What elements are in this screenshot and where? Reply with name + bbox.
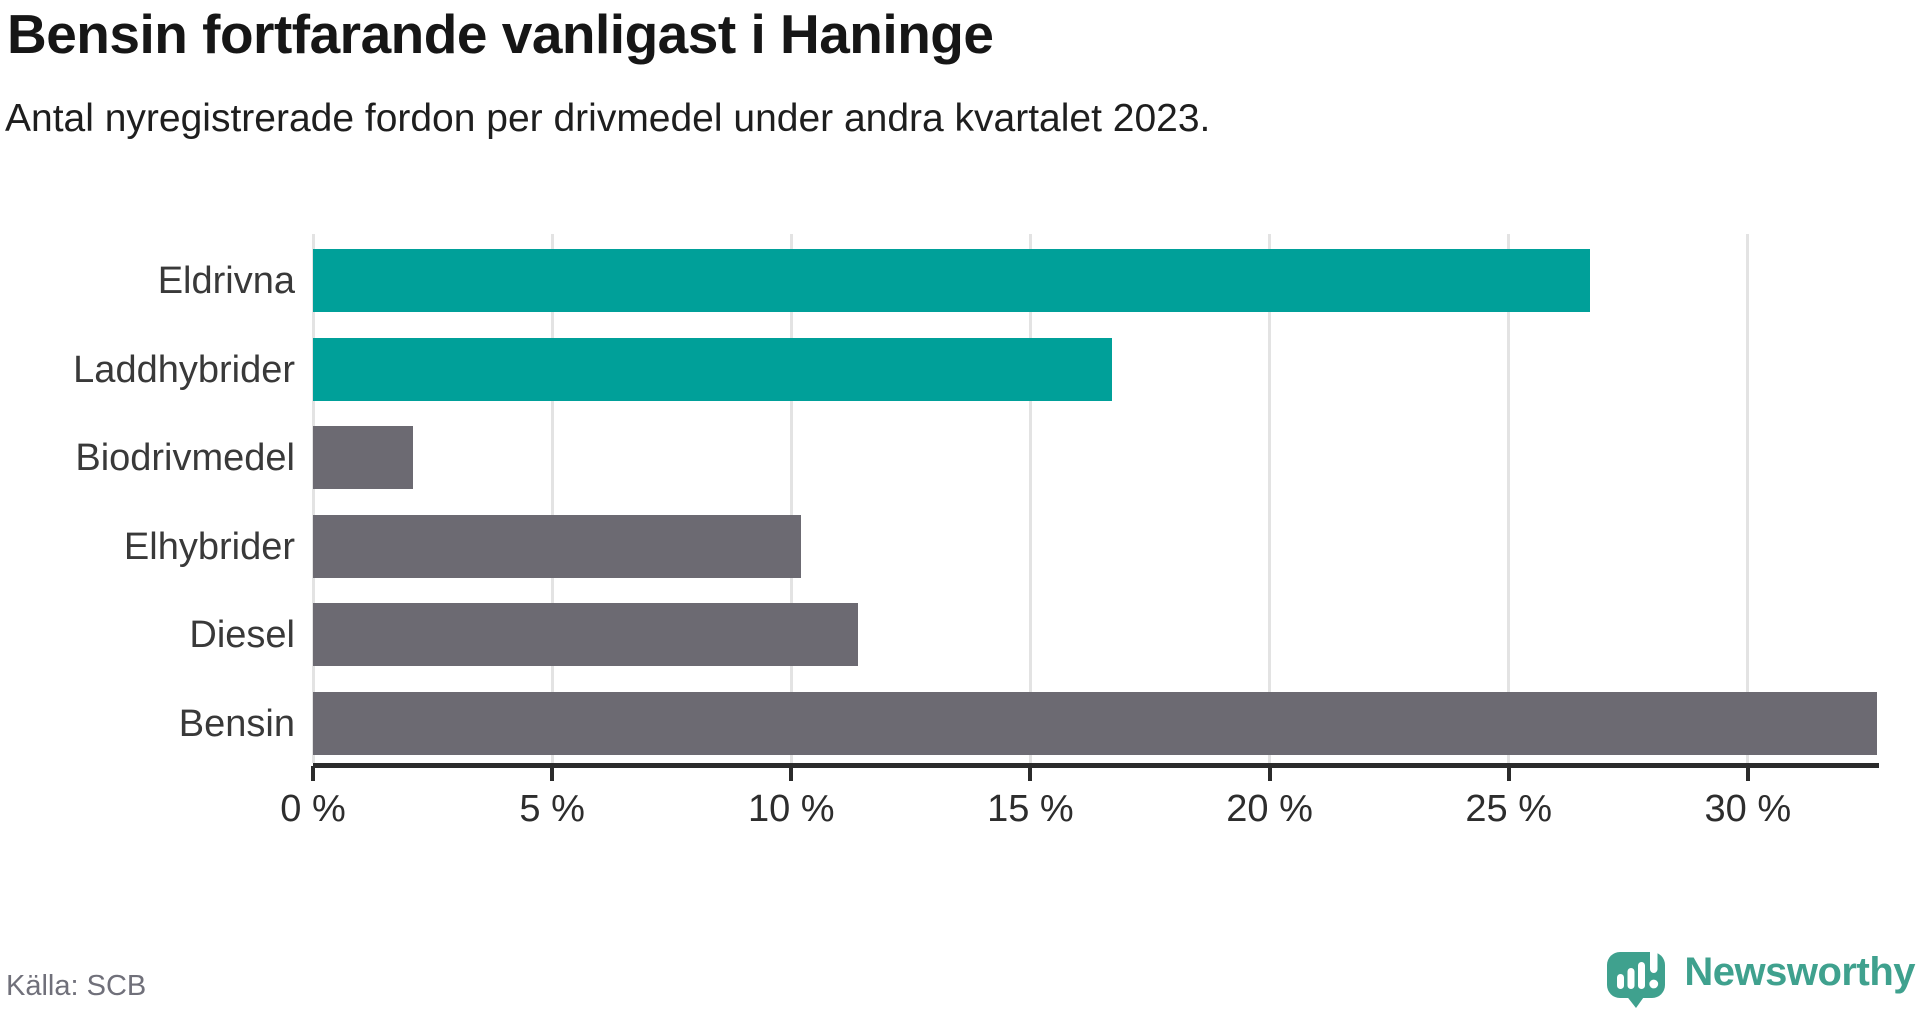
gridline-20 (1268, 234, 1272, 763)
x-tick-0 (311, 766, 315, 781)
x-tick-5 (550, 766, 555, 781)
category-label-diesel: Diesel (189, 613, 295, 656)
x-tick-label-15: 15 % (987, 788, 1074, 830)
gridline-5 (550, 234, 554, 763)
brand-name: Newsworthy (1684, 950, 1915, 994)
x-tick-label-30: 30 % (1704, 788, 1792, 830)
chart-title: Bensin fortfarande vanligast i Haninge (7, 3, 994, 65)
chart-subtitle: Antal nyregistrerade fordon per drivmede… (5, 97, 1211, 140)
category-label-eldrivna: Eldrivna (157, 259, 295, 302)
newsworthy-bubble-chart-icon (1607, 944, 1666, 1008)
brand-logo: Newsworthy (1606, 942, 1915, 1008)
gridline-25 (1507, 234, 1511, 763)
x-axis-line (313, 763, 1879, 768)
source-note: Källa: SCB (6, 970, 147, 1002)
x-tick-label-25: 25 % (1465, 788, 1553, 830)
x-tick-30 (1745, 766, 1750, 781)
gridline-10 (789, 234, 793, 763)
x-tick-20 (1267, 766, 1272, 781)
category-label-elhybrider: Elhybrider (123, 525, 295, 568)
gridline-15 (1028, 234, 1032, 763)
plot-area (311, 234, 1877, 763)
category-label-biodrivmedel: Biodrivmedel (75, 436, 295, 479)
x-tick-label-5: 5 % (519, 788, 585, 830)
bar-bensin (313, 692, 1877, 755)
x-tick-25 (1506, 766, 1511, 781)
x-tick-label-0: 0 % (280, 788, 346, 830)
bar-eldrivna (313, 249, 1591, 312)
x-tick-label-20: 20 % (1226, 788, 1313, 830)
bar-biodrivmedel (313, 426, 414, 489)
bar-laddhybrider (313, 338, 1112, 401)
x-tick-10 (789, 766, 794, 781)
bar-elhybrider (313, 515, 801, 578)
category-label-laddhybrider: Laddhybrider (73, 348, 295, 391)
gridline-30 (1746, 234, 1750, 763)
gridline-0 (311, 234, 315, 763)
category-label-bensin: Bensin (178, 702, 295, 745)
x-tick-label-10: 10 % (747, 788, 835, 830)
x-tick-15 (1028, 766, 1033, 781)
bar-diesel (313, 603, 859, 666)
